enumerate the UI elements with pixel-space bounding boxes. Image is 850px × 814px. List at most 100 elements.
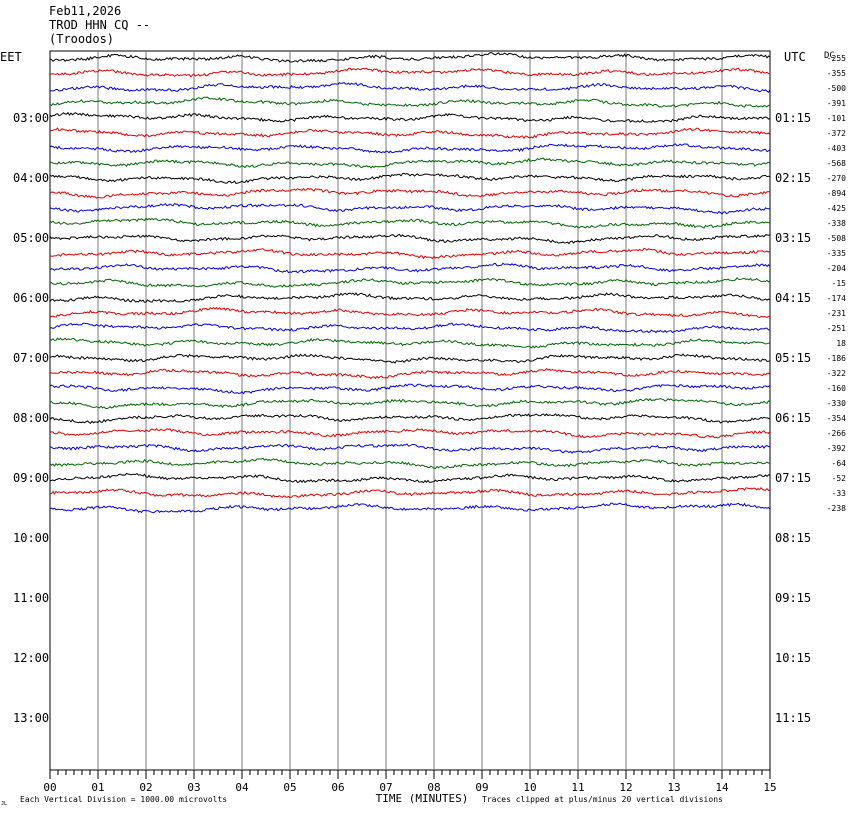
seismic-trace — [49, 306, 771, 319]
dc-offset-label: -425 — [827, 204, 846, 213]
footer-mark: JL — [1, 801, 7, 807]
right-hour-label: 01:15 — [775, 111, 811, 125]
x-tick-label: 03 — [187, 781, 200, 794]
right-timezone-label: UTC — [784, 50, 806, 64]
seismic-trace — [49, 457, 771, 470]
seismic-trace — [49, 111, 771, 123]
seismic-trace — [49, 96, 771, 108]
seismic-trace — [49, 81, 771, 94]
x-tick-label: 06 — [331, 781, 344, 794]
seismic-trace — [49, 383, 771, 395]
right-hour-label: 07:15 — [775, 471, 811, 485]
station-location: (Troodos) — [49, 32, 115, 46]
dc-offset-label: -174 — [827, 294, 846, 303]
left-timezone-label: EET — [0, 50, 22, 64]
right-hour-label: 05:15 — [775, 351, 811, 365]
seismic-trace — [49, 292, 771, 303]
dc-offset-label: -64 — [832, 459, 847, 468]
hour-labels: 03:00 04:00 05:00 06:00 07:00 08:00 09:00 10:00… — [13, 111, 811, 725]
x-tick-label: 01 — [91, 781, 104, 794]
left-hour-label: 05:00 — [13, 231, 49, 245]
x-axis: 00 01 02 03 04 05 06 07 08 09 10 11 12 13 14 15 — [43, 770, 777, 794]
plot-frame — [49, 50, 771, 771]
dc-offset-label: 18 — [836, 339, 846, 348]
right-hour-label: 11:15 — [775, 711, 811, 725]
x-tick-label: 02 — [139, 781, 152, 794]
x-tick-label: 14 — [715, 781, 729, 794]
dc-offset-label: -330 — [827, 399, 846, 408]
x-tick-label: 09 — [475, 781, 488, 794]
seismic-trace — [49, 502, 771, 514]
x-tick-label: 08 — [427, 781, 440, 794]
seismic-trace — [49, 262, 771, 274]
left-hour-label: 08:00 — [13, 411, 49, 425]
x-tick-label: 11 — [571, 781, 584, 794]
dc-offset-label: -238 — [827, 504, 846, 513]
left-hour-label: 12:00 — [13, 651, 49, 665]
seismic-trace — [49, 443, 770, 454]
dc-offset-label: -322 — [827, 369, 846, 378]
x-tick-label: 00 — [43, 781, 56, 794]
dc-offset-label: -255 — [827, 54, 846, 63]
seismic-traces — [49, 51, 771, 514]
dc-offset-label: -231 — [827, 309, 846, 318]
seismic-trace — [49, 202, 771, 215]
seismic-trace — [49, 427, 771, 439]
seismic-trace — [49, 217, 771, 229]
right-hour-label: 09:15 — [775, 591, 811, 605]
dc-offset-label: -251 — [827, 324, 846, 333]
dc-offset-label: -391 — [827, 99, 846, 108]
dc-offset-label: -568 — [827, 159, 846, 168]
x-tick-label: 12 — [619, 781, 632, 794]
seismic-trace — [49, 487, 771, 499]
dc-offset-label: -186 — [827, 354, 846, 363]
x-tick-label: 05 — [283, 781, 296, 794]
seismic-trace — [49, 413, 771, 424]
left-hour-label: 11:00 — [13, 591, 49, 605]
x-axis-title: TIME (MINUTES) — [376, 792, 469, 805]
left-hour-label: 03:00 — [13, 111, 49, 125]
left-hour-label: 07:00 — [13, 351, 49, 365]
left-hour-label: 10:00 — [13, 531, 49, 545]
x-tick-label: 07 — [379, 781, 392, 794]
x-tick-label: 15 — [763, 781, 776, 794]
x-tick-label: 04 — [235, 781, 249, 794]
dc-offset-label: -355 — [827, 69, 846, 78]
dc-offset-label: -204 — [827, 264, 846, 273]
clipping-note: Traces clipped at plus/minus 20 vertical… — [482, 795, 723, 804]
dc-offset-label: -338 — [827, 219, 846, 228]
station-code: TROD HHN CQ -- — [49, 18, 151, 32]
seismic-trace — [49, 157, 771, 169]
vertical-division-note: Each Vertical Division = 1000.00 microvo… — [20, 795, 227, 804]
right-hour-label: 04:15 — [775, 291, 811, 305]
dc-offset-label: -894 — [827, 189, 846, 198]
dc-offset-label: -392 — [827, 444, 846, 453]
dc-offset-label: -354 — [827, 414, 846, 423]
seismic-trace — [49, 187, 771, 199]
seismic-trace — [49, 51, 771, 63]
seismic-trace — [49, 353, 771, 364]
dc-header-label: DC — [824, 51, 835, 61]
dc-offset-label: -372 — [827, 129, 846, 138]
dc-offset-label: -403 — [827, 144, 846, 153]
seismic-trace — [49, 367, 771, 380]
dc-offset-labels: -255 -355 -500 -391 -101 -372 -403 -568 -270 -894… — [827, 54, 846, 513]
dc-offset-label: -508 — [827, 234, 846, 243]
dc-offset-label: -33 — [832, 489, 847, 498]
seismic-trace — [49, 172, 771, 184]
seismic-trace — [49, 247, 771, 260]
minute-gridlines — [97, 51, 723, 770]
seismic-trace — [49, 397, 771, 410]
right-hour-label: 06:15 — [775, 411, 811, 425]
dc-offset-label: -270 — [827, 174, 846, 183]
right-hour-label: 02:15 — [775, 171, 811, 185]
seismic-trace — [49, 277, 771, 288]
dc-offset-label: -500 — [827, 84, 846, 93]
dc-offset-label: -52 — [832, 474, 847, 483]
dc-offset-label: -335 — [827, 249, 846, 258]
left-hour-label: 13:00 — [13, 711, 49, 725]
seismic-trace — [49, 322, 771, 334]
x-tick-label: 13 — [667, 781, 680, 794]
left-hour-label: 04:00 — [13, 171, 49, 185]
